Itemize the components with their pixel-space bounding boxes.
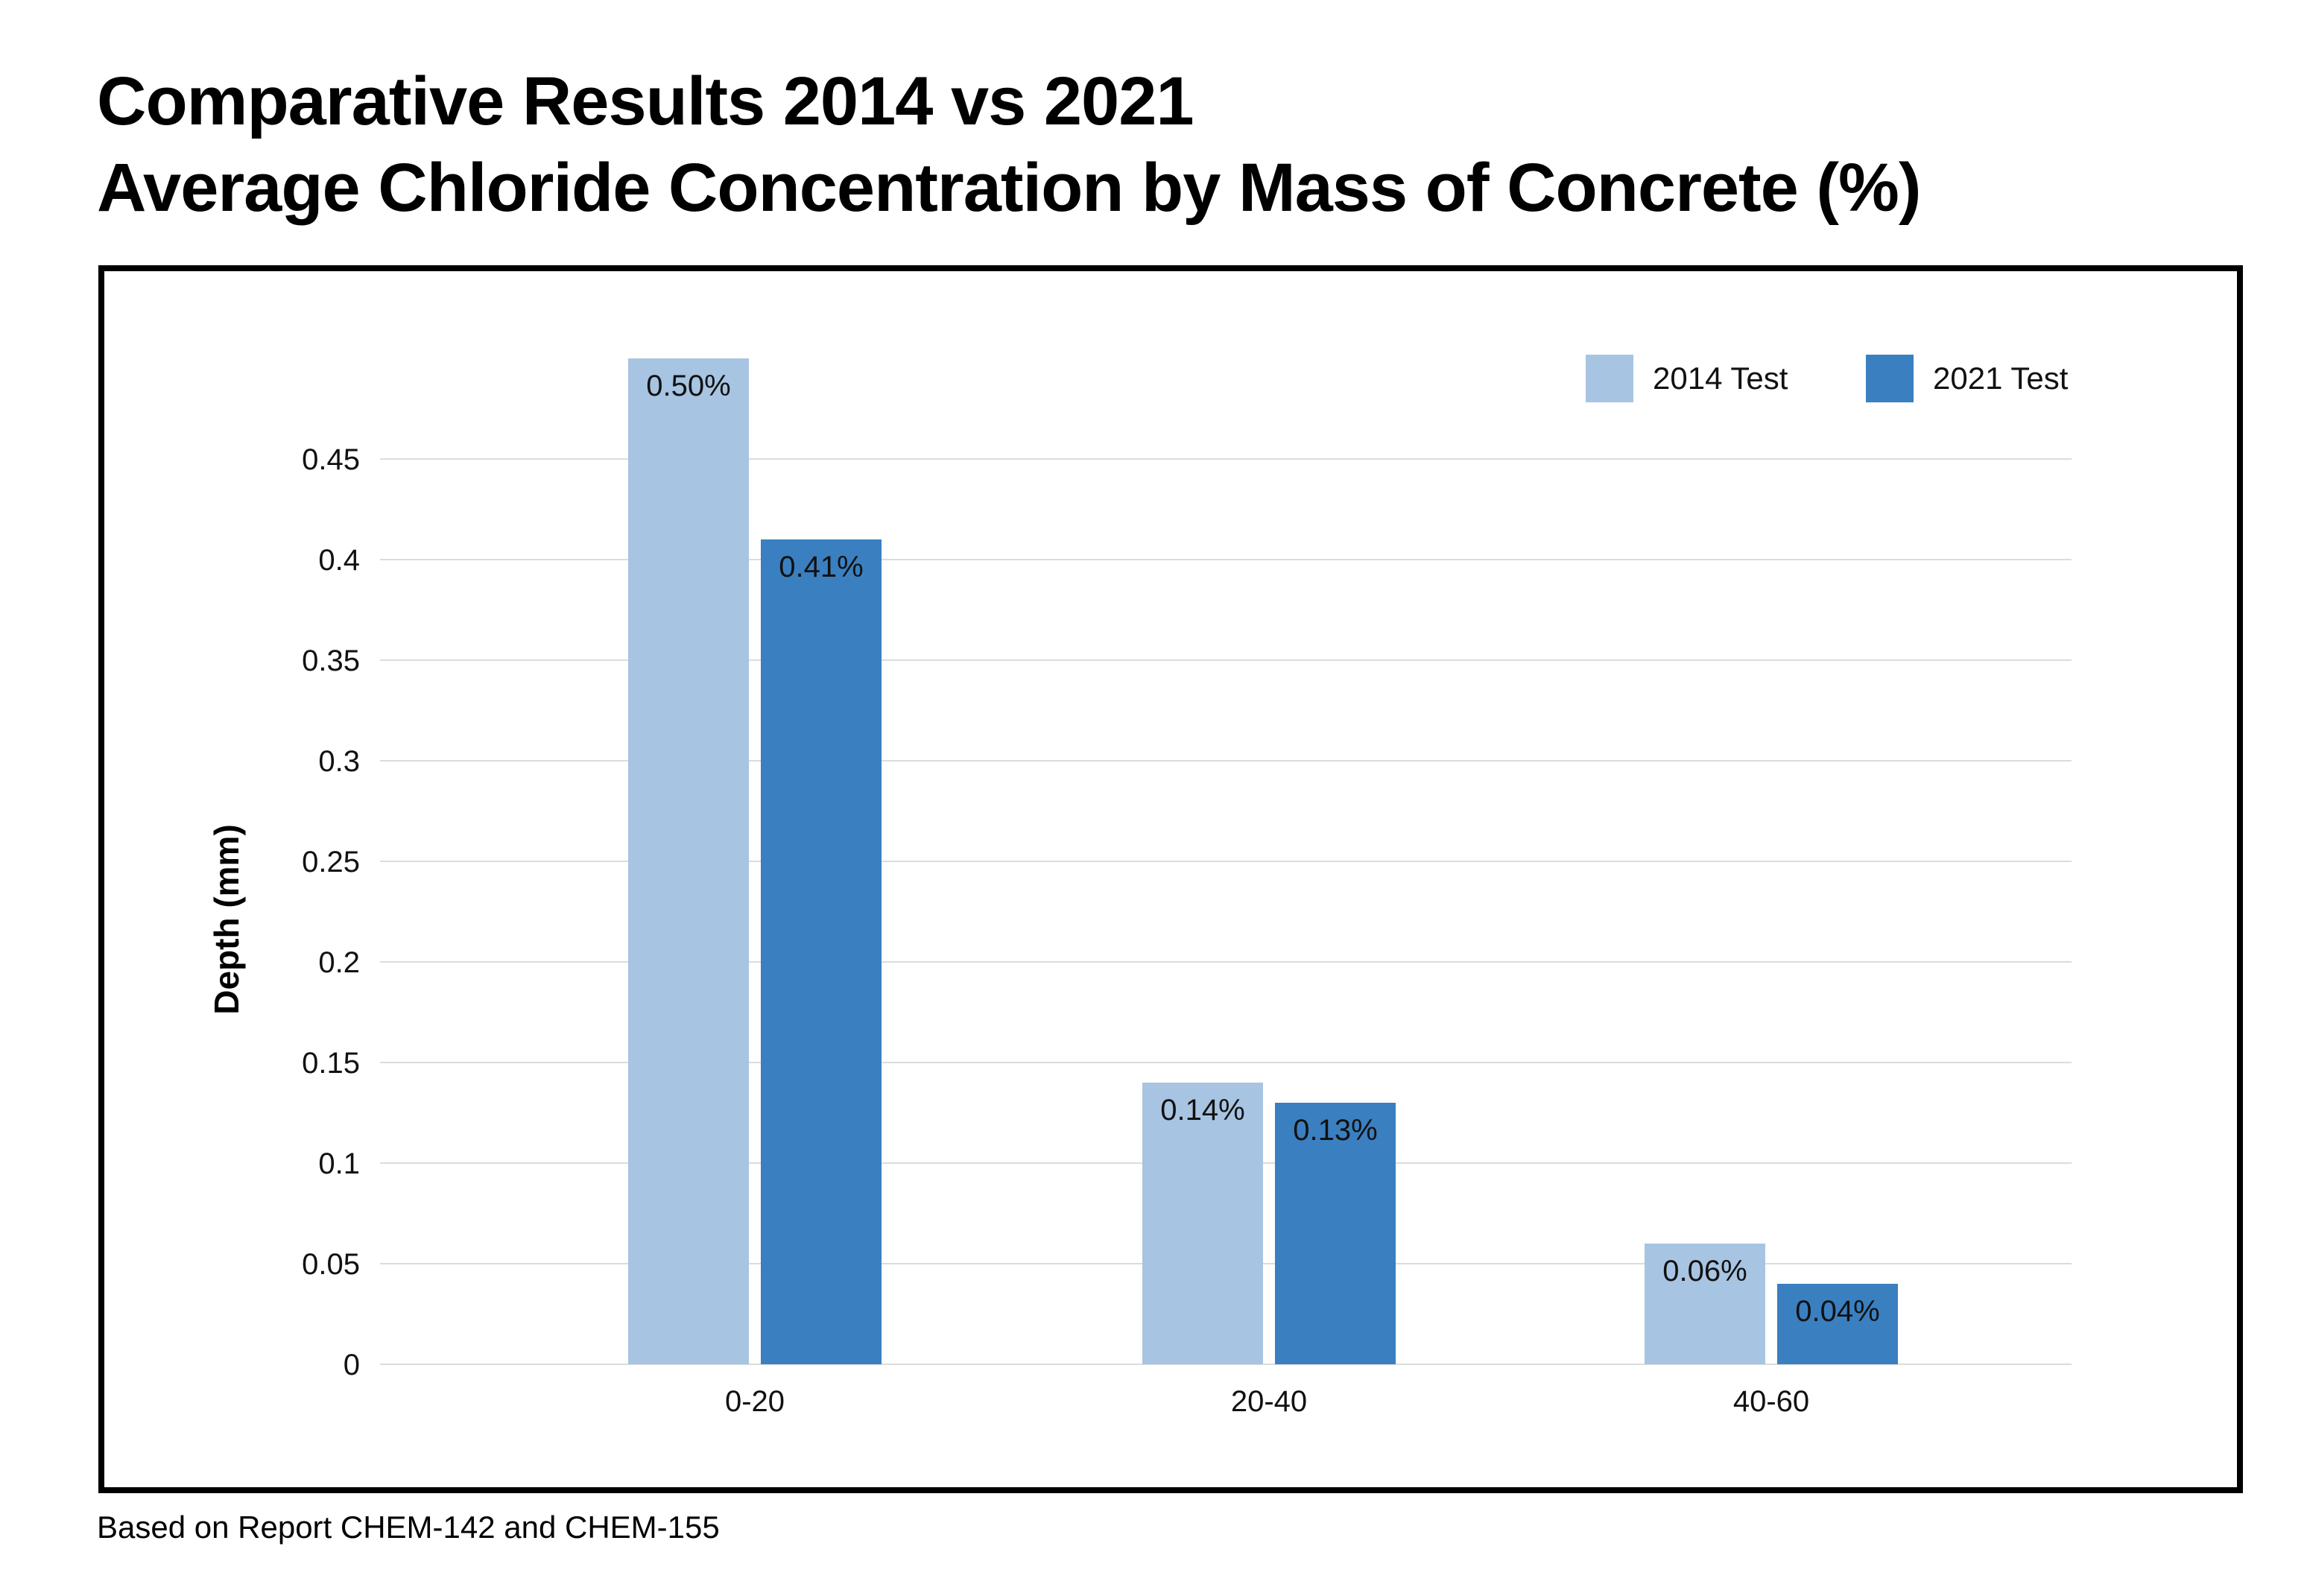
- bar-value-label: 0.14%: [1160, 1094, 1244, 1127]
- x-tick-label: 40-60: [1733, 1385, 1809, 1418]
- bars: [628, 358, 1898, 1364]
- y-tick-label: 0.3: [318, 745, 360, 778]
- bar-2014-test-20-40: [1142, 1083, 1263, 1364]
- legend-swatch: [1586, 355, 1633, 402]
- legend: 2014 Test 2021 Test: [1586, 355, 2069, 402]
- bar-2021-test-0-20: [761, 539, 882, 1364]
- legend-label: 2014 Test: [1653, 361, 1788, 396]
- legend-label: 2021 Test: [1933, 361, 2069, 396]
- legend-swatch: [1866, 355, 1914, 402]
- chart-title: Comparative Results 2014 vs 2021 Average…: [97, 58, 2221, 231]
- y-tick-label: 0.2: [318, 946, 360, 979]
- x-tick-label: 20-40: [1231, 1385, 1307, 1418]
- chart-frame: 0 0.05 0.1 0.15 0.2 0.25 0.3 0.35 0.4 0.45 0.50% 0…: [98, 265, 2243, 1493]
- y-tick-label: 0: [344, 1349, 360, 1381]
- y-tick-label: 0.15: [302, 1047, 360, 1080]
- bar-value-label: 0.04%: [1795, 1295, 1879, 1328]
- bar-chart: 00.050.10.150.20.250.30.350.40.45 0.50%0…: [207, 355, 2072, 1418]
- chart-title-line-1: Comparative Results 2014 vs 2021: [97, 63, 1194, 139]
- x-axis-ticks: 0-20 20-40 40-60: [725, 1385, 1809, 1418]
- bar-value-label: 0.50%: [646, 370, 730, 402]
- bar-value-label: 0.13%: [1293, 1114, 1377, 1147]
- bar-value-label: 0.41%: [779, 551, 863, 583]
- bar-value-labels: 0.50% 0.41% 0.14% 0.13% 0.06% 0.04%: [646, 370, 1879, 1328]
- bar-2021-test-40-60: [1777, 1284, 1898, 1364]
- footnote: Based on Report CHEM-142 and CHEM-155: [97, 1510, 720, 1545]
- bar-2021-test-20-40: [1275, 1103, 1396, 1364]
- y-tick-label: 0.1: [318, 1147, 360, 1180]
- y-axis-ticks: 0 0.05 0.1 0.15 0.2 0.25 0.3 0.35 0.4 0.45: [302, 443, 360, 1381]
- y-tick-label: 0.4: [318, 544, 360, 577]
- y-axis-title: Depth (mm): [207, 824, 246, 1015]
- y-tick-label: 0.35: [302, 645, 360, 677]
- y-tick-label: 0.45: [302, 443, 360, 476]
- bar-2014-test-40-60: [1645, 1244, 1765, 1364]
- chart-title-line-2: Average Chloride Concentration by Mass o…: [97, 150, 1921, 226]
- y-tick-label: 0.05: [302, 1248, 360, 1281]
- bar-value-label: 0.06%: [1662, 1255, 1747, 1288]
- y-tick-label: 0.25: [302, 846, 360, 878]
- x-tick-label: 0-20: [725, 1385, 785, 1418]
- bar-2014-test-0-20: [628, 358, 749, 1364]
